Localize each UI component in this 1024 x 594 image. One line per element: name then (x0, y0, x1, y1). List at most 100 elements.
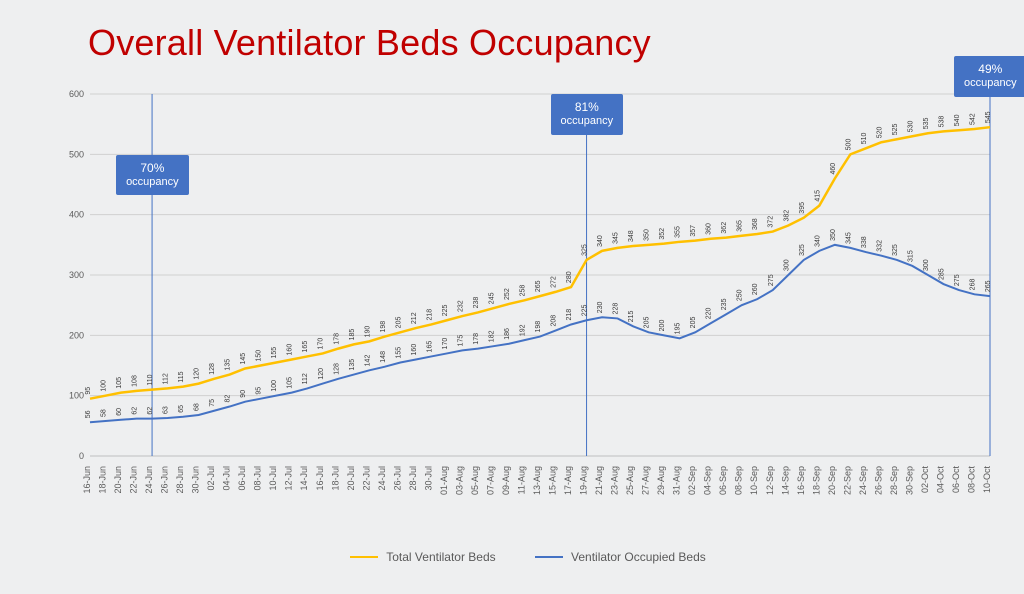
svg-text:348: 348 (628, 230, 635, 242)
svg-text:185: 185 (349, 329, 356, 341)
svg-text:20-Jun: 20-Jun (113, 466, 123, 494)
svg-text:325: 325 (582, 244, 589, 256)
svg-text:340: 340 (597, 235, 604, 247)
svg-text:31-Aug: 31-Aug (672, 466, 682, 495)
svg-text:28-Sep: 28-Sep (889, 466, 899, 495)
svg-text:198: 198 (535, 321, 542, 333)
svg-text:18-Sep: 18-Sep (811, 466, 821, 495)
svg-text:165: 165 (302, 341, 309, 353)
svg-text:142: 142 (364, 355, 371, 367)
svg-text:10-Jul: 10-Jul (268, 466, 278, 491)
svg-text:235: 235 (721, 298, 728, 310)
svg-text:120: 120 (194, 368, 201, 380)
svg-text:04-Jul: 04-Jul (222, 466, 232, 491)
svg-text:100: 100 (101, 380, 108, 392)
svg-text:182: 182 (488, 330, 495, 342)
svg-text:268: 268 (969, 279, 976, 291)
svg-text:148: 148 (380, 351, 387, 363)
svg-text:205: 205 (395, 317, 402, 329)
svg-text:24-Jul: 24-Jul (377, 466, 387, 491)
svg-text:178: 178 (473, 333, 480, 345)
svg-text:155: 155 (271, 347, 278, 359)
svg-text:170: 170 (442, 338, 449, 350)
svg-text:65: 65 (178, 405, 185, 413)
line-chart: 010020030040050060016-Jun18-Jun20-Jun22-… (58, 86, 998, 526)
svg-text:02-Jul: 02-Jul (206, 466, 216, 491)
svg-text:27-Aug: 27-Aug (641, 466, 651, 495)
svg-text:170: 170 (318, 338, 325, 350)
svg-text:02-Oct: 02-Oct (920, 466, 930, 494)
svg-text:21-Aug: 21-Aug (594, 466, 604, 495)
svg-text:18-Jun: 18-Jun (98, 466, 108, 494)
svg-text:372: 372 (768, 216, 775, 228)
svg-text:24-Sep: 24-Sep (858, 466, 868, 495)
svg-text:18-Jul: 18-Jul (330, 466, 340, 491)
svg-text:362: 362 (721, 222, 728, 234)
svg-text:520: 520 (876, 126, 883, 138)
svg-text:345: 345 (613, 232, 620, 244)
callout-pct: 81% (561, 100, 614, 115)
svg-text:95: 95 (85, 387, 92, 395)
svg-text:232: 232 (457, 300, 464, 312)
svg-text:198: 198 (380, 321, 387, 333)
svg-text:135: 135 (349, 359, 356, 371)
svg-text:100: 100 (271, 380, 278, 392)
svg-text:06-Oct: 06-Oct (951, 466, 961, 494)
svg-text:06-Sep: 06-Sep (718, 466, 728, 495)
svg-text:200: 200 (69, 330, 84, 340)
svg-text:260: 260 (752, 283, 759, 295)
svg-text:155: 155 (395, 347, 402, 359)
svg-text:12-Jul: 12-Jul (284, 466, 294, 491)
svg-text:16-Jul: 16-Jul (315, 466, 325, 491)
svg-text:01-Aug: 01-Aug (439, 466, 449, 495)
svg-text:135: 135 (225, 359, 232, 371)
svg-text:63: 63 (163, 406, 170, 414)
svg-text:338: 338 (861, 236, 868, 248)
svg-text:0: 0 (79, 451, 84, 461)
svg-text:05-Aug: 05-Aug (470, 466, 480, 495)
svg-text:28-Jul: 28-Jul (408, 466, 418, 491)
svg-text:25-Aug: 25-Aug (625, 466, 635, 495)
svg-text:58: 58 (101, 409, 108, 417)
svg-text:112: 112 (163, 373, 170, 384)
svg-text:205: 205 (644, 317, 651, 329)
svg-text:112: 112 (302, 373, 309, 384)
svg-text:510: 510 (861, 133, 868, 145)
svg-text:315: 315 (907, 250, 914, 262)
svg-text:200: 200 (659, 320, 666, 332)
callout-pct: 49% (964, 62, 1017, 77)
svg-text:30-Jun: 30-Jun (191, 466, 201, 494)
svg-text:285: 285 (938, 268, 945, 280)
svg-text:11-Aug: 11-Aug (516, 466, 526, 494)
svg-text:110: 110 (147, 374, 154, 385)
svg-text:68: 68 (194, 403, 201, 411)
svg-text:280: 280 (566, 271, 573, 283)
svg-text:275: 275 (954, 274, 961, 286)
svg-text:535: 535 (923, 117, 930, 129)
svg-text:225: 225 (582, 304, 589, 316)
svg-text:128: 128 (209, 363, 216, 375)
callout-sub: occupancy (561, 115, 614, 129)
svg-text:160: 160 (411, 344, 418, 356)
svg-text:26-Sep: 26-Sep (873, 466, 883, 495)
svg-text:345: 345 (845, 232, 852, 244)
svg-text:538: 538 (938, 116, 945, 128)
svg-text:212: 212 (411, 312, 418, 324)
svg-text:215: 215 (628, 310, 635, 322)
legend-label-occupied: Ventilator Occupied Beds (571, 550, 706, 564)
svg-text:128: 128 (333, 363, 340, 375)
svg-text:357: 357 (690, 225, 697, 237)
svg-text:300: 300 (923, 259, 930, 271)
svg-text:14-Sep: 14-Sep (780, 466, 790, 495)
svg-text:30-Sep: 30-Sep (904, 466, 914, 495)
svg-text:26-Jun: 26-Jun (160, 466, 170, 494)
svg-text:218: 218 (426, 309, 433, 321)
svg-text:192: 192 (519, 324, 526, 336)
svg-text:218: 218 (566, 309, 573, 321)
svg-text:22-Jun: 22-Jun (129, 466, 139, 494)
svg-text:14-Jul: 14-Jul (299, 466, 309, 491)
svg-text:395: 395 (799, 202, 806, 214)
svg-text:238: 238 (473, 297, 480, 309)
svg-text:62: 62 (147, 407, 154, 415)
svg-text:225: 225 (442, 304, 449, 316)
